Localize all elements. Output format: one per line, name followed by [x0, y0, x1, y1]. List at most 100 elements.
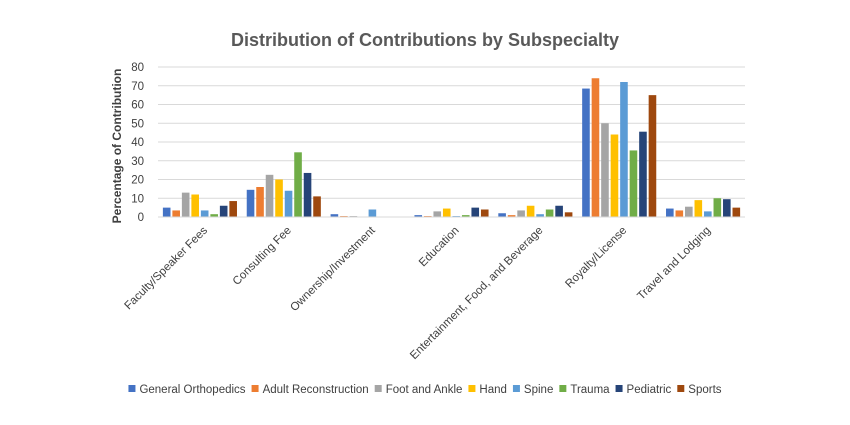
bar	[732, 207, 741, 218]
x-axis-ticks: Faculty/Speaker Fees Consulting FeeOwners…	[122, 224, 713, 362]
bar	[610, 134, 619, 217]
bar-group	[246, 152, 321, 218]
legend-swatch	[677, 385, 685, 392]
bar	[545, 209, 554, 217]
bar	[284, 190, 293, 217]
bar	[498, 213, 506, 217]
chart-title: Distribution of Contributions by Subspec…	[231, 30, 619, 50]
bar	[526, 205, 535, 217]
bar	[246, 189, 255, 217]
bar	[256, 187, 264, 217]
legend-swatch	[512, 385, 520, 392]
bar	[507, 215, 516, 218]
legend-swatch	[615, 385, 623, 392]
bar	[461, 215, 470, 218]
legend-item: Hand	[468, 384, 507, 396]
bar	[162, 207, 171, 218]
y-axis-label: Percentage of Contribution	[110, 69, 124, 224]
legend-label: General Orthopedics	[139, 384, 245, 396]
bar-group	[414, 207, 489, 218]
bar	[675, 210, 684, 217]
y-axis-ticks: 0 10 20 30 40 50 60 70 80	[131, 62, 144, 224]
bar	[330, 214, 339, 217]
bar	[648, 95, 657, 218]
bar	[723, 199, 731, 217]
y-tick-label: 30	[131, 156, 144, 168]
bar	[433, 211, 442, 218]
x-tick-label: Consulting Fee	[231, 225, 294, 288]
bar	[536, 214, 544, 217]
bar	[181, 192, 190, 218]
legend-swatch	[374, 385, 382, 392]
bar	[294, 152, 302, 217]
legend-label: Spine	[524, 384, 553, 396]
legend-swatch	[468, 385, 476, 392]
legend-label: Sports	[688, 384, 721, 396]
legend: General Orthopedics Adult Reconstruction F…	[128, 384, 722, 396]
bar	[666, 208, 674, 217]
bar	[303, 172, 312, 217]
bar	[591, 78, 600, 217]
x-tick-label: Travel and Lodging	[635, 225, 713, 303]
bar	[414, 215, 423, 218]
bar	[191, 194, 199, 217]
bar	[517, 210, 525, 217]
bar	[704, 211, 712, 218]
bar-group	[162, 192, 237, 218]
y-tick-label: 10	[131, 193, 144, 205]
gridlines	[158, 66, 745, 199]
bar	[275, 179, 283, 217]
bar	[564, 212, 573, 217]
y-tick-label: 40	[131, 137, 144, 149]
bar	[629, 150, 638, 217]
legend-item: Pediatric	[615, 384, 672, 396]
y-tick-label: 0	[138, 212, 144, 224]
bar	[694, 200, 703, 218]
legend-item: General Orthopedics	[128, 384, 246, 396]
bar	[471, 207, 480, 218]
legend-label: Trauma	[570, 384, 610, 396]
legend-label: Foot and Ankle	[386, 384, 463, 396]
legend-item: Trauma	[559, 384, 610, 396]
bar	[210, 214, 218, 217]
bar	[713, 198, 722, 217]
y-tick-label: 80	[131, 62, 144, 74]
bar-group	[582, 78, 657, 218]
legend-swatch	[559, 385, 567, 392]
bar	[313, 196, 321, 218]
y-tick-label: 60	[131, 100, 144, 112]
bar	[620, 82, 628, 217]
bar-group	[666, 198, 741, 218]
legend-swatch	[251, 385, 259, 392]
bar	[219, 205, 228, 217]
legend-item: Adult Reconstruction	[251, 384, 369, 396]
x-tick-label: Faculty/Speaker Fees	[122, 224, 210, 312]
legend-label: Hand	[479, 384, 507, 396]
x-tick-label: Royalty/License	[563, 225, 629, 291]
bar	[368, 209, 377, 217]
x-tick-label: Education	[417, 225, 462, 270]
bar-group	[330, 209, 377, 217]
bar-group	[498, 205, 573, 218]
bar	[172, 210, 180, 217]
bar	[200, 210, 209, 217]
bar	[555, 205, 563, 217]
legend-swatch	[128, 385, 136, 392]
bar	[601, 123, 609, 217]
bar	[582, 88, 590, 217]
y-tick-label: 50	[131, 118, 144, 130]
legend-item: Spine	[512, 384, 553, 396]
y-tick-label: 20	[131, 175, 144, 187]
bar	[265, 174, 274, 217]
y-tick-label: 70	[131, 81, 144, 93]
legend-item: Foot and Ankle	[374, 384, 463, 396]
bar	[639, 131, 647, 217]
legend-label: Adult Reconstruction	[263, 384, 369, 396]
legend-item: Sports	[677, 384, 722, 396]
bar	[480, 209, 489, 217]
bar	[229, 201, 237, 217]
bars	[162, 78, 741, 218]
x-tick-label: Ownership/Investment	[288, 224, 378, 314]
